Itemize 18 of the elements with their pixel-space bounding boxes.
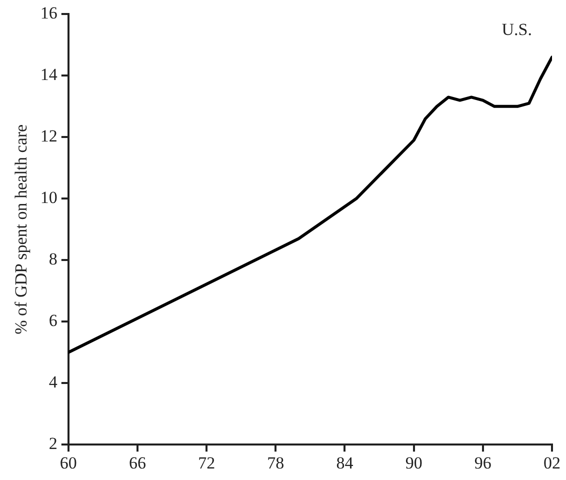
y-tick-label: 4 xyxy=(48,372,58,392)
x-tick-label: 78 xyxy=(267,453,284,472)
y-tick-label: 2 xyxy=(48,434,58,454)
y-tick-label: 12 xyxy=(40,126,58,146)
y-tick-label: 16 xyxy=(40,4,58,23)
x-tick-label: 66 xyxy=(128,453,146,472)
y-tick-label: 10 xyxy=(40,188,58,208)
x-tick-label: 72 xyxy=(198,453,216,472)
x-tick-label: 60 xyxy=(60,453,77,472)
y-tick-label: 6 xyxy=(48,311,58,330)
x-tick-label: 90 xyxy=(405,453,422,472)
annotation: U.S. xyxy=(502,20,532,40)
x-tick-label: 96 xyxy=(474,453,492,472)
x-tick-label: 84 xyxy=(336,453,354,472)
y-tick-label: 8 xyxy=(48,250,58,269)
y-tick-label: 14 xyxy=(40,65,58,84)
y-axis-title: % of GDP spent on health care xyxy=(12,124,31,334)
x-tick-label: 02 xyxy=(544,453,560,472)
